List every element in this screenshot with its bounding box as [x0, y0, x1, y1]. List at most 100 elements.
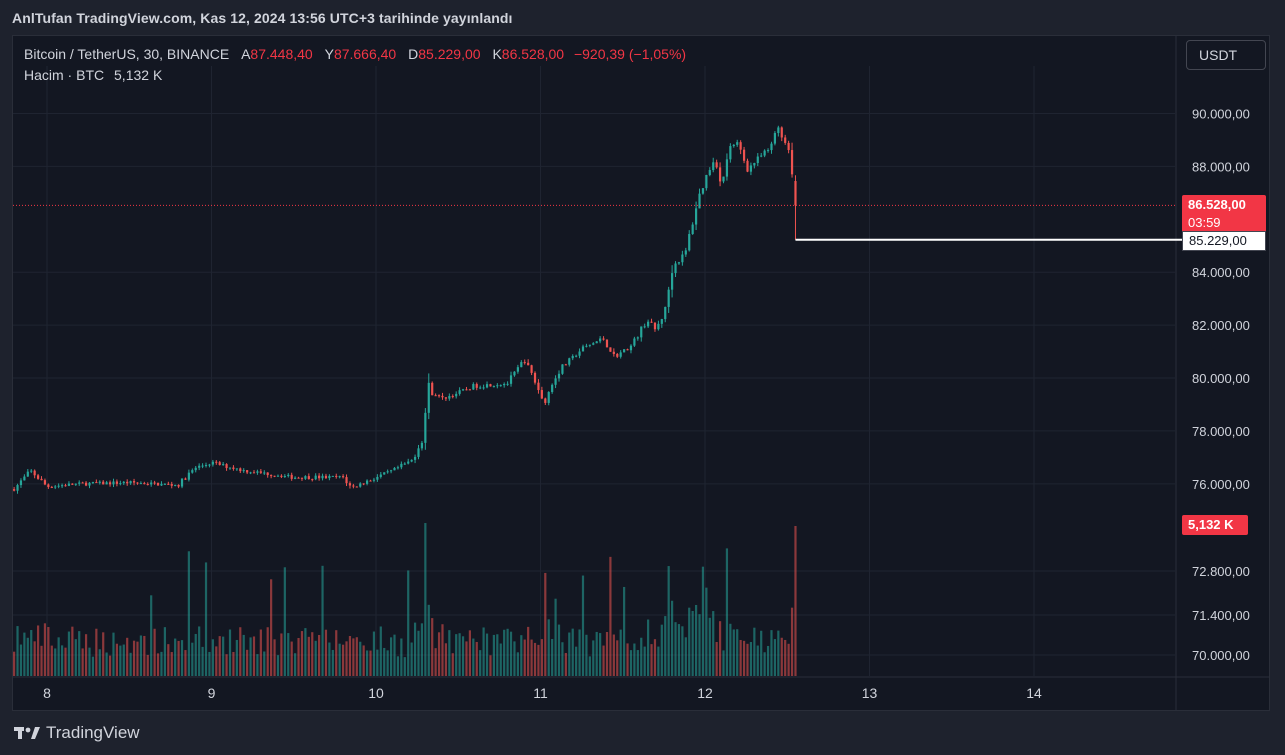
candle-body [259, 471, 262, 473]
candle-body [225, 464, 228, 469]
volume-bar [551, 639, 554, 676]
volume-bar [554, 598, 557, 676]
volume-bar [132, 640, 136, 676]
candle-body [599, 338, 602, 342]
volume-bar [684, 637, 687, 676]
date-tick-label: 9 [208, 685, 216, 701]
chart-panel[interactable] [12, 35, 1270, 711]
volume-bar [629, 650, 633, 676]
volume-bar [794, 526, 797, 676]
candle-body [16, 485, 19, 491]
volume-bar [420, 623, 424, 676]
candle-body [362, 483, 365, 485]
candle-body [530, 365, 533, 373]
volume-legend: Hacim · BTC 5,132 K [24, 67, 162, 83]
volume-bar [81, 648, 84, 676]
volume-bar [400, 638, 403, 676]
volume-bar [479, 650, 482, 676]
date-tick-label: 8 [43, 685, 51, 701]
candle-body [129, 481, 132, 484]
candle-body [235, 468, 238, 470]
candle-body [465, 389, 468, 391]
candle-body [503, 383, 506, 386]
volume-bar [715, 642, 718, 676]
candle-body [671, 273, 674, 290]
candle-body [461, 389, 465, 391]
price-tick-label: 80.000,00 [1192, 371, 1250, 386]
candle-body [266, 472, 269, 476]
candle-body [242, 470, 245, 472]
candle-body [506, 383, 509, 385]
volume-bar [698, 614, 701, 676]
price-tick-label: 76.000,00 [1192, 477, 1250, 492]
volume-bar [287, 633, 290, 676]
candle-body [612, 351, 615, 354]
volume-bar [766, 645, 770, 676]
candle-body [386, 471, 389, 473]
volume-bar [26, 637, 29, 676]
volume-bar [465, 641, 468, 676]
candle-body [516, 367, 519, 372]
candle-body [554, 378, 557, 385]
volume-bar [324, 629, 328, 676]
candle-body [533, 372, 537, 383]
volume-bar [163, 627, 166, 676]
volume-bar [228, 629, 232, 676]
volume-bar [239, 627, 242, 676]
volume-bar [167, 644, 170, 676]
candle-body [67, 483, 71, 486]
candle-body [571, 356, 574, 359]
candle-body [489, 384, 492, 387]
candle-body [718, 167, 722, 182]
candle-body [177, 484, 180, 487]
volume-bar [533, 642, 537, 676]
volume-bar [222, 636, 225, 676]
volume-bar [599, 633, 602, 676]
volume-label[interactable]: Hacim · BTC [24, 67, 105, 83]
currency-button[interactable]: USDT [1186, 40, 1266, 70]
volume-bar [784, 639, 787, 676]
candle-body [784, 137, 787, 143]
volume-bar [722, 650, 725, 676]
volume-bar [780, 637, 783, 676]
volume-bar [307, 636, 310, 676]
footer-brand[interactable]: TradingView [14, 723, 140, 743]
candle-body [304, 476, 307, 479]
volume-bar [33, 641, 36, 676]
candle-body [664, 306, 667, 320]
volume-bar [174, 638, 177, 676]
symbol-label[interactable]: Bitcoin / TetherUS, 30, BINANCE [24, 46, 230, 62]
candle-body [95, 482, 98, 484]
candle-body [324, 475, 328, 479]
candle-body [208, 464, 211, 466]
volume-bar [276, 655, 280, 676]
volume-bar [383, 647, 386, 676]
candle-body [64, 485, 67, 487]
volume-bar [352, 638, 355, 676]
volume-bar [790, 607, 794, 676]
candle-body [736, 142, 739, 145]
volume-bar [16, 626, 19, 676]
close-value: 86.528,00 [501, 46, 565, 62]
volume-bar [564, 652, 567, 676]
volume-bar [516, 652, 519, 676]
candle-body [139, 483, 143, 485]
tradingview-logo-icon [14, 727, 40, 739]
volume-bar [547, 619, 550, 676]
volume-bar [386, 650, 389, 676]
candle-body [420, 442, 424, 449]
candle-body [681, 254, 684, 263]
volume-bar [657, 646, 660, 676]
volume-bar [54, 648, 57, 676]
candle-body [400, 463, 403, 468]
volume-bar [235, 639, 238, 676]
candle-body [602, 338, 605, 340]
volume-bar [122, 644, 125, 676]
volume-bar [194, 633, 197, 676]
candle-body [660, 319, 663, 324]
candle-body [84, 482, 88, 486]
volume-bar [115, 643, 119, 676]
volume-bar [653, 639, 657, 676]
candle-body [36, 475, 40, 479]
